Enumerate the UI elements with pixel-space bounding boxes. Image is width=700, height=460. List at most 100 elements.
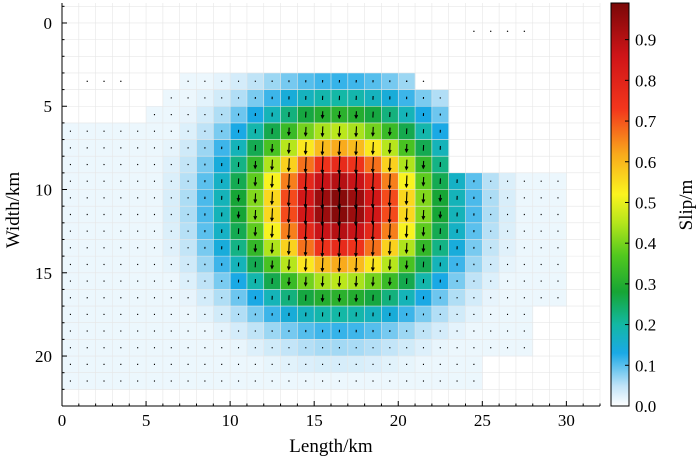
- slip-arrow-head: [270, 217, 274, 222]
- slip-arrow-head: [438, 197, 443, 203]
- slip-arrow-head: [286, 219, 291, 224]
- slip-arrow-head: [270, 249, 274, 254]
- slip-arrow-head: [354, 297, 359, 303]
- slip-arrow: [355, 204, 358, 225]
- slip-arrow-head: [286, 250, 291, 256]
- slip-arrow: [388, 190, 391, 206]
- slip-arrow-head: [337, 114, 342, 120]
- slip-arrow-head: [320, 169, 325, 175]
- slip-arrow-head: [354, 267, 358, 273]
- slip-arrow-head: [287, 131, 291, 137]
- slip-arrow-head: [354, 252, 358, 258]
- slip-arrow: [372, 141, 374, 154]
- slip-arrow: [338, 187, 341, 209]
- slip-arrow-head: [270, 166, 274, 171]
- slip-arrow-head: [404, 265, 409, 270]
- slip-arrow-head: [387, 167, 392, 173]
- slip-arrow: [321, 204, 324, 225]
- slip-arrow: [372, 258, 374, 271]
- y-tick-label: 10: [35, 181, 52, 200]
- slip-arrow-head: [253, 199, 258, 204]
- slip-dot: [405, 80, 408, 82]
- slip-arrow: [304, 205, 307, 224]
- colorbar-label: Slip/m: [676, 179, 697, 230]
- slip-arrow: [338, 156, 341, 174]
- slip-arrow-head: [404, 183, 409, 189]
- slip-arrow: [321, 257, 324, 272]
- slip-arrow-head: [370, 150, 375, 156]
- slip-arrow-head: [337, 151, 342, 156]
- slip-dot: [473, 30, 475, 33]
- slip-arrow-head: [320, 267, 325, 273]
- slip-arrow-head: [438, 214, 443, 219]
- slip-arrow-head: [270, 148, 274, 154]
- slip-arrow-head: [253, 248, 258, 253]
- slip-arrow-head: [387, 202, 392, 207]
- slip-arrow-head: [303, 236, 308, 242]
- colorbar-tick-label: 0.9: [635, 31, 656, 50]
- colorbar-tick-label: 0.6: [635, 153, 656, 172]
- colorbar-tick-label: 0.1: [635, 356, 656, 375]
- slip-arrow: [271, 225, 273, 237]
- slip-arrow: [405, 191, 408, 204]
- slip-arrow: [338, 203, 341, 226]
- colorbar-tick-label: 0.2: [635, 316, 656, 335]
- slip-arrow: [372, 172, 374, 190]
- slip-arrow: [338, 141, 341, 155]
- slip-arrow: [288, 190, 290, 206]
- slip-arrow: [321, 221, 324, 241]
- colorbar-tick-label: 0.7: [635, 112, 657, 131]
- slip-arrow-head: [387, 235, 392, 240]
- slip-arrow-head: [421, 215, 426, 221]
- x-tick-label: 10: [222, 411, 239, 430]
- y-tick-label: 5: [44, 97, 53, 116]
- x-tick-label: 15: [306, 411, 323, 430]
- slip-arrow-head: [370, 236, 375, 242]
- slip-arrow: [372, 205, 375, 224]
- slip-arrow: [388, 223, 391, 239]
- slip-arrow-head: [320, 297, 325, 303]
- slip-arrow-head: [320, 237, 325, 242]
- slip-arrow-head: [337, 253, 342, 258]
- slip-arrow: [372, 240, 374, 256]
- slip-arrow-head: [421, 248, 426, 253]
- colorbar-tick-label: 0.5: [635, 193, 656, 212]
- slip-arrow: [372, 188, 375, 208]
- slip-arrow-head: [387, 281, 392, 287]
- slip-arrow-head: [303, 168, 308, 174]
- y-axis: 0 5 10 15 20: [35, 5, 67, 407]
- slip-arrow-head: [286, 167, 291, 173]
- x-tick-label: 25: [474, 411, 491, 430]
- slip-arrow-head: [320, 282, 325, 288]
- slip-arrow: [321, 171, 324, 191]
- slip-arrow: [304, 240, 307, 256]
- slip-arrow-head: [337, 169, 342, 175]
- slip-arrow-head: [253, 182, 258, 187]
- slip-arrow-head: [404, 148, 409, 154]
- slip-vector-arrows: [69, 30, 559, 382]
- slip-arrow-head: [270, 183, 274, 189]
- slip-arrow-head: [370, 267, 375, 272]
- slip-arrow-head: [387, 149, 392, 155]
- slip-arrow: [372, 157, 374, 172]
- y-tick-label: 20: [35, 347, 52, 366]
- slip-arrow: [405, 225, 408, 237]
- slip-arrow: [304, 222, 307, 240]
- slip-arrow: [304, 141, 307, 154]
- slip-arrow-head: [387, 250, 392, 256]
- x-tick-label: 30: [558, 411, 575, 430]
- slip-arrow: [355, 141, 358, 155]
- slip-arrow: [372, 222, 374, 240]
- slip-arrow: [405, 208, 408, 221]
- slip-arrow: [355, 187, 358, 209]
- slip-arrow: [321, 156, 324, 173]
- slip-arrow-head: [286, 266, 291, 271]
- slip-arrow-head: [337, 237, 341, 243]
- slip-arrow-head: [253, 215, 258, 221]
- slip-arrow-head: [387, 266, 392, 271]
- colorbar-tick-label: 0.3: [635, 275, 656, 294]
- slip-arrow: [271, 208, 273, 221]
- y-tick-label: 0: [44, 14, 53, 33]
- slip-arrow-head: [354, 132, 358, 138]
